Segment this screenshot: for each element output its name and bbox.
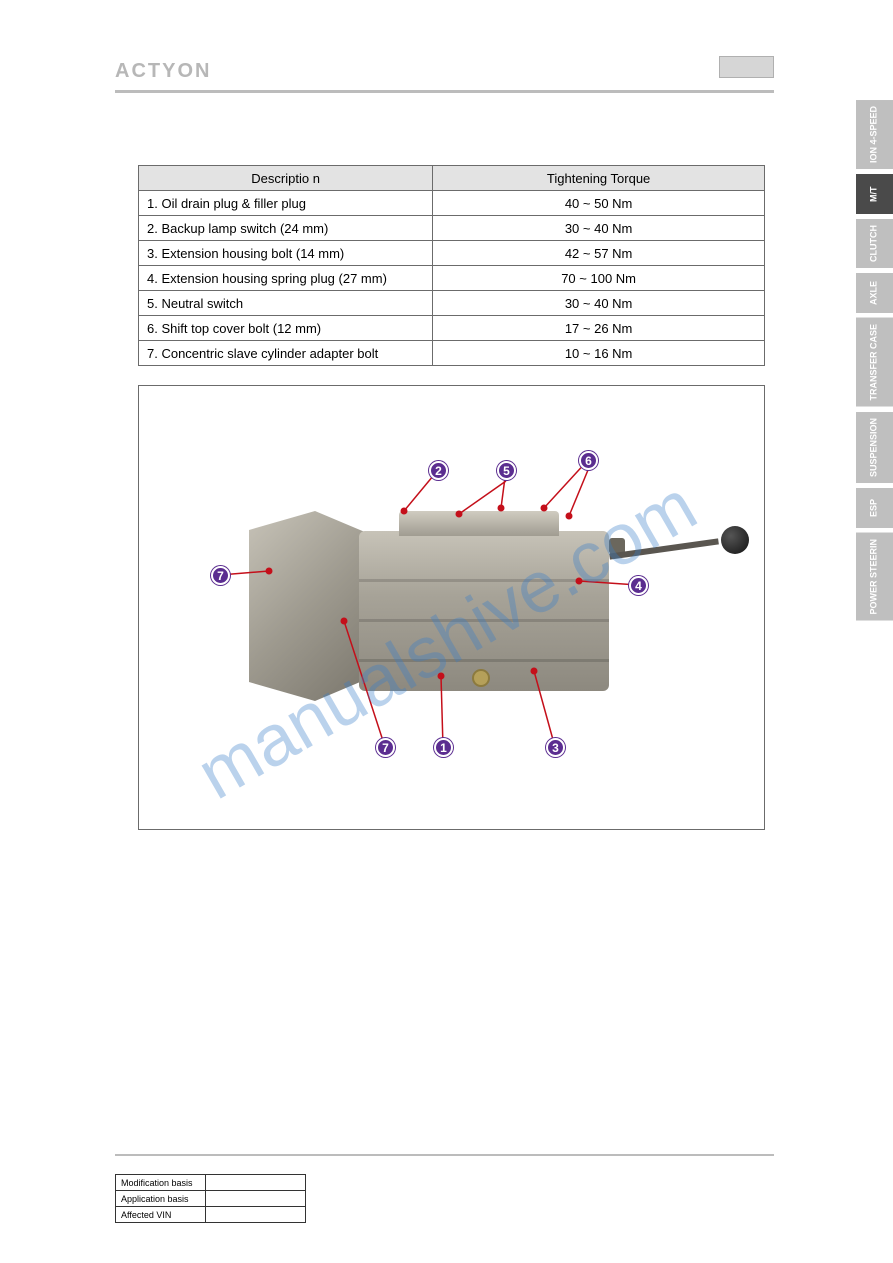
transmission-illustration bbox=[249, 486, 609, 726]
desc-cell: 7. Concentric slave cylinder adapter bol… bbox=[139, 341, 433, 366]
torque-spec-table: Descriptio n Tightening Torque 1. Oil dr… bbox=[138, 165, 765, 366]
table-row: 6. Shift top cover bolt (12 mm)17 ~ 26 N… bbox=[139, 316, 765, 341]
torque-cell: 40 ~ 50 Nm bbox=[433, 191, 765, 216]
torque-cell: 30 ~ 40 Nm bbox=[433, 291, 765, 316]
desc-cell: 6. Shift top cover bolt (12 mm) bbox=[139, 316, 433, 341]
callout-badge: 3 bbox=[546, 738, 565, 757]
table-row: 1. Oil drain plug & filler plug40 ~ 50 N… bbox=[139, 191, 765, 216]
gearcase-shape bbox=[359, 531, 609, 691]
footer-cell: Affected VIN bbox=[116, 1207, 206, 1223]
desc-cell: 2. Backup lamp switch (24 mm) bbox=[139, 216, 433, 241]
table-header-description: Descriptio n bbox=[139, 166, 433, 191]
footer-cell bbox=[206, 1175, 306, 1191]
brand-logo: ACTYON bbox=[115, 60, 778, 83]
drain-plug-shape bbox=[474, 671, 488, 685]
footer-cell: Modification basis bbox=[116, 1175, 206, 1191]
footer-row: Modification basis bbox=[116, 1175, 306, 1191]
side-tab[interactable]: POWER STEERIN bbox=[856, 533, 893, 621]
table-row: 2. Backup lamp switch (24 mm)30 ~ 40 Nm bbox=[139, 216, 765, 241]
callout-badge: 5 bbox=[497, 461, 516, 480]
header-shaded-box bbox=[719, 56, 774, 78]
shift-lever-assembly bbox=[609, 516, 749, 576]
torque-cell: 30 ~ 40 Nm bbox=[433, 216, 765, 241]
table-header-torque: Tightening Torque bbox=[433, 166, 765, 191]
footer-row: Affected VIN bbox=[116, 1207, 306, 1223]
callout-badge: 2 bbox=[429, 461, 448, 480]
footer-cell bbox=[206, 1207, 306, 1223]
side-tab[interactable]: AXLE bbox=[856, 273, 893, 313]
footer-cell bbox=[206, 1191, 306, 1207]
side-tab-strip: ION 4-SPEED M/T CLUTCH AXLE TRANSFER CASE SUS… bbox=[856, 100, 893, 620]
callout-badge: 4 bbox=[629, 576, 648, 595]
footer-row: Application basis bbox=[116, 1191, 306, 1207]
table-row: 3. Extension housing bolt (14 mm)42 ~ 57… bbox=[139, 241, 765, 266]
transmission-diagram: 2 5 6 7 4 7 1 3 bbox=[138, 385, 765, 830]
desc-cell: 5. Neutral switch bbox=[139, 291, 433, 316]
callout-badge: 1 bbox=[434, 738, 453, 757]
header-rule bbox=[115, 90, 774, 93]
side-tab[interactable]: ION 4-SPEED bbox=[856, 100, 893, 169]
bellhousing-shape bbox=[249, 511, 369, 701]
table-row: 5. Neutral switch30 ~ 40 Nm bbox=[139, 291, 765, 316]
side-tab[interactable]: CLUTCH bbox=[856, 219, 893, 268]
torque-cell: 10 ~ 16 Nm bbox=[433, 341, 765, 366]
desc-cell: 1. Oil drain plug & filler plug bbox=[139, 191, 433, 216]
side-tab[interactable]: TRANSFER CASE bbox=[856, 318, 893, 407]
side-tab[interactable]: ESP bbox=[856, 488, 893, 528]
callout-badge: 7 bbox=[376, 738, 395, 757]
side-tab[interactable]: M/T bbox=[856, 174, 893, 214]
torque-cell: 70 ~ 100 Nm bbox=[433, 266, 765, 291]
torque-cell: 42 ~ 57 Nm bbox=[433, 241, 765, 266]
desc-cell: 3. Extension housing bolt (14 mm) bbox=[139, 241, 433, 266]
top-cover-shape bbox=[399, 511, 559, 536]
callout-badge: 6 bbox=[579, 451, 598, 470]
revision-table: Modification basisApplication basisAffec… bbox=[115, 1174, 306, 1223]
table-row: 4. Extension housing spring plug (27 mm)… bbox=[139, 266, 765, 291]
footer-cell: Application basis bbox=[116, 1191, 206, 1207]
desc-cell: 4. Extension housing spring plug (27 mm) bbox=[139, 266, 433, 291]
side-tab[interactable]: SUSPENSION bbox=[856, 412, 893, 483]
table-row: 7. Concentric slave cylinder adapter bol… bbox=[139, 341, 765, 366]
callout-badge: 7 bbox=[211, 566, 230, 585]
footer-rule bbox=[115, 1154, 774, 1156]
torque-cell: 17 ~ 26 Nm bbox=[433, 316, 765, 341]
